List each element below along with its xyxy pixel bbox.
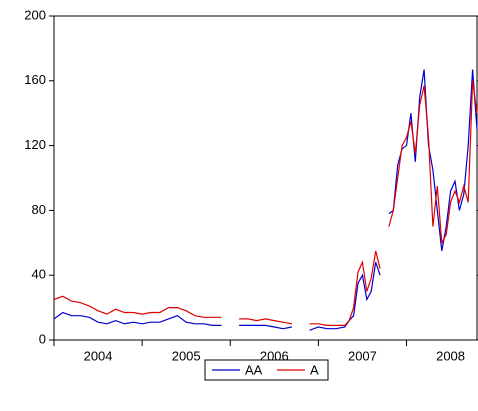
x-tick-label: 2007 — [348, 348, 377, 363]
series-line — [53, 69, 478, 331]
y-tick-label: 0 — [39, 331, 46, 346]
x-tick-label: 2004 — [84, 348, 113, 363]
legend-label: A — [310, 362, 319, 377]
x-tick-label: 2006 — [260, 348, 289, 363]
x-tick-label: 2005 — [172, 348, 201, 363]
y-tick-label: 40 — [32, 267, 46, 282]
series-line — [53, 80, 478, 326]
legend-label: AA — [245, 362, 263, 377]
y-tick-label: 80 — [32, 202, 46, 217]
y-tick-label: 120 — [24, 137, 46, 152]
plot-frame — [53, 15, 478, 341]
y-tick-label: 200 — [24, 7, 46, 22]
y-tick-label: 160 — [24, 72, 46, 87]
x-tick-label: 2008 — [436, 348, 465, 363]
legend-box — [204, 359, 329, 381]
